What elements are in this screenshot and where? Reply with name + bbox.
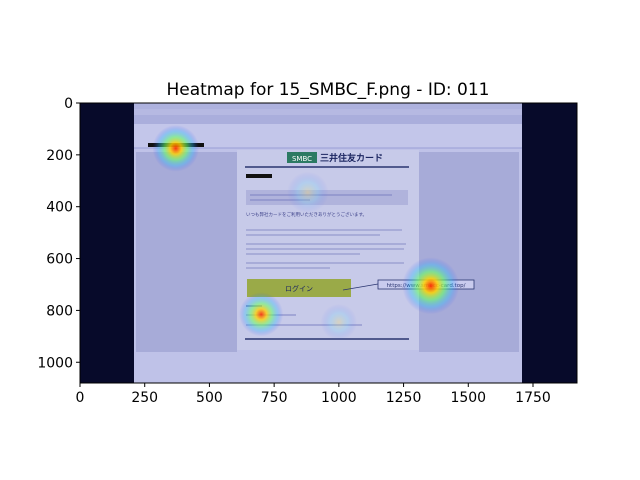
hotspot-layer <box>152 125 460 341</box>
login-button <box>247 279 351 297</box>
x-tick-label: 1750 <box>515 390 551 406</box>
y-tick-label: 400 <box>46 200 73 216</box>
y-tick-label: 200 <box>46 148 73 164</box>
right-panel <box>419 152 519 352</box>
brand-badge-label: SMBC <box>292 155 312 163</box>
heat-spot <box>239 292 284 337</box>
x-tick-label: 0 <box>76 390 85 406</box>
x-axis: 0 250 500 750 1000 1250 1500 1750 <box>76 383 551 406</box>
heat-spot <box>287 171 329 214</box>
chart-title: Heatmap for 15_SMBC_F.png - ID: 011 <box>166 80 489 100</box>
greeting-text: いつも弊社カードをご利用いただきありがとうございます。 <box>246 211 367 218</box>
x-tick-label: 1000 <box>321 390 357 406</box>
brand-badge <box>287 152 317 163</box>
x-tick-label: 1500 <box>450 390 486 406</box>
axes-frame <box>79 102 578 384</box>
x-tick-label: 500 <box>196 390 223 406</box>
y-tick-label: 600 <box>46 252 73 268</box>
brand-name: 三井住友カード <box>320 152 383 164</box>
redacted-name <box>246 174 272 178</box>
heat-spot <box>152 125 200 172</box>
y-tick-label: 1000 <box>37 355 73 371</box>
y-tick-label: 0 <box>64 96 73 112</box>
x-tick-label: 750 <box>261 390 288 406</box>
login-button-label: ログイン <box>285 284 313 293</box>
heat-spot <box>320 303 357 341</box>
left-panel <box>136 152 237 352</box>
plot-area: SMBC 三井住友カード いつも弊社カードをご利用いただきありがとうございます。… <box>80 103 577 383</box>
y-axis: 0 200 400 600 800 1000 <box>37 96 80 371</box>
heat-spot <box>402 257 460 315</box>
x-tick-label: 250 <box>131 390 158 406</box>
x-tick-label: 1250 <box>386 390 422 406</box>
y-tick-label: 800 <box>46 303 73 319</box>
